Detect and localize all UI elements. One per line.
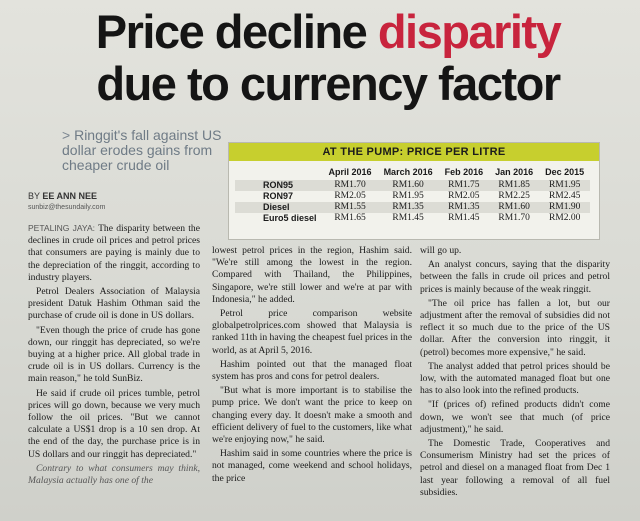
byline-name: EE ANN NEE: [42, 191, 98, 201]
price-cell: RM1.70: [498, 213, 530, 223]
price-cell: RM1.60: [489, 202, 540, 213]
fuel-name: Euro5 diesel: [263, 213, 317, 223]
headline-part1: Price decline: [95, 5, 378, 58]
subdeck-marker: >: [62, 127, 71, 143]
article-column-3: will go up. An analyst concurs, saying t…: [420, 245, 610, 501]
price-cell: RM2.45: [548, 191, 581, 201]
paragraph: Petrol Dealers Association of Malaysia p…: [28, 286, 200, 322]
paragraph: Hashim said in some countries where the …: [212, 448, 412, 484]
dateline: PETALING JAYA:: [28, 223, 95, 233]
column-header: Jan 2016: [495, 167, 534, 177]
paragraph: "Even though the price of crude has gone…: [28, 324, 200, 385]
paragraph: will go up.: [420, 245, 462, 256]
price-cell: RM1.45: [392, 213, 424, 223]
paragraph: "The oil price has fallen a lot, but our…: [420, 297, 610, 358]
price-cell: RM1.55: [322, 202, 378, 213]
paragraph: He said if crude oil prices tumble, petr…: [28, 387, 200, 460]
column-header: Feb 2016: [444, 167, 484, 177]
paragraph: Hashim pointed out that the managed floa…: [212, 358, 412, 383]
paragraph: "If (prices of) refined products didn't …: [420, 399, 610, 435]
headline: Price decline disparity due to currency …: [28, 6, 628, 110]
column-header: April 2016: [328, 167, 372, 177]
price-cell: RM1.95: [392, 191, 424, 201]
subdeck: > Ringgit's fall against US dollar erode…: [62, 128, 222, 173]
paragraph: lowest petrol prices in the region, Hash…: [212, 245, 412, 305]
headline-accent: disparity: [377, 5, 562, 58]
table-row: RON95 RM1.70 RM1.60 RM1.75 RM1.85 RM1.95: [235, 180, 591, 191]
price-cell: RM1.35: [377, 202, 439, 213]
column-header: Dec 2015: [545, 167, 585, 177]
price-cell: RM2.25: [498, 191, 530, 201]
paragraph: Contrary to what consumers may think, Ma…: [28, 462, 200, 487]
article-column-2: lowest petrol prices in the region, Hash…: [212, 245, 412, 487]
byline-prefix: BY: [28, 191, 43, 201]
table-row: Diesel RM1.55 RM1.35 RM1.35 RM1.60 RM1.9…: [235, 202, 591, 213]
fuel-name: RON97: [263, 191, 294, 201]
price-cell: RM1.65: [334, 213, 366, 223]
paragraph: PETALING JAYA: The disparity between the…: [28, 222, 200, 284]
price-cell: RM1.95: [539, 180, 591, 191]
price-table: AT THE PUMP: PRICE PER LITRE April 2016 …: [228, 142, 600, 240]
table-header-row: April 2016 March 2016 Feb 2016 Jan 2016 …: [235, 165, 590, 180]
subdeck-text: Ringgit's fall against US dollar erodes …: [62, 127, 222, 173]
byline-email: sunbiz@thesundaily.com: [28, 204, 106, 211]
price-cell: RM1.35: [438, 202, 490, 213]
paragraph: The analyst added that petrol prices sho…: [420, 360, 610, 397]
paragraph: The Domestic Trade, Cooperatives and Con…: [420, 438, 610, 498]
price-grid: April 2016 March 2016 Feb 2016 Jan 2016 …: [235, 165, 591, 224]
table-row: Euro5 diesel RM1.65 RM1.45 RM1.45 RM1.70…: [235, 213, 590, 224]
paragraph: "But what is more important is to stabil…: [212, 385, 412, 446]
price-cell: RM2.05: [334, 191, 366, 201]
corner-cell: [235, 165, 323, 180]
price-cell: RM1.45: [448, 213, 480, 223]
price-table-title: AT THE PUMP: PRICE PER LITRE: [229, 143, 599, 161]
table-row: RON97 RM2.05 RM1.95 RM2.05 RM2.25 RM2.45: [235, 191, 590, 202]
paragraph: An analyst concurs, saying that the disp…: [420, 259, 610, 295]
price-cell: RM1.70: [322, 180, 378, 191]
column-header: March 2016: [383, 167, 433, 177]
price-cell: RM1.85: [489, 180, 540, 191]
price-cell: RM2.05: [448, 191, 480, 201]
price-cell: RM2.00: [548, 213, 581, 223]
article-column-1: PETALING JAYA: The disparity between the…: [28, 222, 200, 489]
paragraph-text: The disparity between the declines in cr…: [28, 223, 200, 283]
fuel-name: RON95: [235, 180, 323, 191]
price-cell: RM1.60: [377, 180, 439, 191]
price-cell: RM1.90: [539, 202, 591, 213]
headline-part2: due to currency factor: [96, 57, 561, 110]
byline: BY EE ANN NEE: [28, 191, 97, 201]
fuel-name: Diesel: [235, 202, 323, 213]
paragraph: Petrol price comparison website globalpe…: [212, 308, 412, 356]
price-cell: RM1.75: [438, 180, 490, 191]
